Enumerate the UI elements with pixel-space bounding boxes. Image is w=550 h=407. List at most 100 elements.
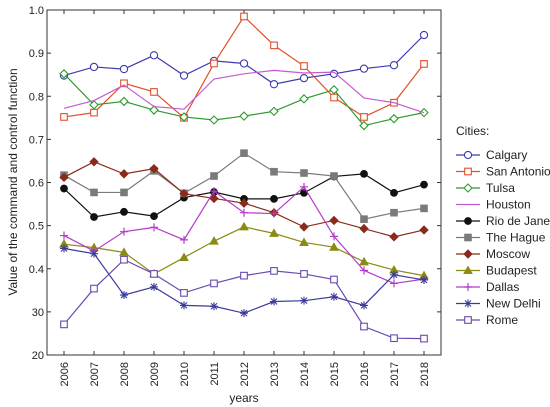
legend-item: Budapest xyxy=(456,264,537,278)
legend-swatch-marker xyxy=(463,265,473,274)
data-point xyxy=(420,334,428,343)
data-point xyxy=(60,231,68,240)
data-point xyxy=(269,106,279,117)
data-point xyxy=(119,96,129,107)
legend-item: The Hague xyxy=(456,231,546,245)
x-tick-label: 2014 xyxy=(299,362,311,386)
data-point xyxy=(120,255,128,264)
data-point xyxy=(120,79,128,88)
data-point xyxy=(209,236,219,245)
y-tick-label: 0.7 xyxy=(29,134,44,146)
legend-item: Rome xyxy=(456,313,518,327)
legend: Cities: Calgary San Antonio Tulsa Houston Ri… xyxy=(456,124,550,327)
y-tick-label: 0.8 xyxy=(29,91,44,103)
legend-label: Moscow xyxy=(486,247,530,261)
data-point xyxy=(90,284,98,293)
legend-label: The Hague xyxy=(486,231,546,245)
data-point xyxy=(149,163,159,174)
legend-label: New Delhi xyxy=(486,297,541,311)
legend-label: Rio de Janeiro xyxy=(486,214,550,228)
data-point xyxy=(179,189,189,199)
legend-swatch-marker xyxy=(464,283,472,291)
y-tick-label: 0.9 xyxy=(29,48,44,60)
series-dallas xyxy=(60,182,428,288)
series-line xyxy=(63,226,425,277)
data-point xyxy=(330,93,338,102)
y-tick-label: 20 xyxy=(32,350,44,362)
data-point xyxy=(60,113,68,121)
data-point xyxy=(120,207,128,216)
data-point xyxy=(209,115,219,125)
data-point xyxy=(420,60,428,68)
legend-label: Budapest xyxy=(486,264,537,278)
data-point xyxy=(89,100,99,110)
legend-swatch-marker xyxy=(463,150,473,160)
data-point xyxy=(120,227,128,236)
legend-item: Rio de Janeiro xyxy=(456,214,550,228)
legend-swatch-marker xyxy=(463,183,473,193)
data-point xyxy=(90,249,98,258)
data-point xyxy=(360,266,368,275)
data-point xyxy=(360,113,368,121)
x-tick-label: 2009 xyxy=(149,362,161,386)
data-point xyxy=(300,270,308,278)
data-point xyxy=(239,59,249,68)
series-rome xyxy=(60,255,428,343)
x-tick-label: 2006 xyxy=(59,362,71,386)
y-axis-title: Value of the command and control functio… xyxy=(6,68,20,295)
data-point xyxy=(89,62,99,72)
data-point xyxy=(300,182,308,191)
legend-item: Houston xyxy=(456,198,531,212)
data-point xyxy=(330,275,338,284)
data-point xyxy=(300,62,308,70)
data-point xyxy=(239,198,249,208)
data-point xyxy=(119,64,129,74)
data-point xyxy=(59,172,69,183)
x-tick-label: 2008 xyxy=(119,362,131,386)
x-tick-label: 2011 xyxy=(209,362,221,386)
legend-label: Houston xyxy=(486,198,531,212)
x-tick-label: 2013 xyxy=(269,362,281,386)
data-point xyxy=(149,105,159,115)
data-point xyxy=(210,302,218,311)
legend-swatch-marker xyxy=(464,233,472,242)
data-point xyxy=(90,188,98,197)
data-point xyxy=(270,267,278,275)
data-point xyxy=(239,111,249,121)
data-point xyxy=(360,215,368,223)
data-point xyxy=(299,94,309,104)
data-point xyxy=(119,247,129,256)
data-point xyxy=(359,256,369,266)
data-point xyxy=(270,41,278,50)
data-point xyxy=(179,252,189,262)
data-point xyxy=(389,61,399,70)
data-point xyxy=(120,188,128,197)
data-point xyxy=(180,301,188,310)
data-point xyxy=(299,237,309,246)
data-point xyxy=(330,232,338,241)
data-point xyxy=(389,113,399,124)
data-point xyxy=(420,275,428,284)
data-point xyxy=(360,322,368,331)
legend-swatch-marker xyxy=(464,217,472,225)
series-layer xyxy=(59,12,429,343)
data-point xyxy=(59,69,69,79)
data-point xyxy=(210,59,218,68)
data-point xyxy=(329,242,339,251)
data-point xyxy=(420,180,428,189)
series-line xyxy=(63,69,425,114)
data-point xyxy=(420,204,428,213)
legend-label: Dallas xyxy=(486,280,519,294)
data-point xyxy=(360,169,368,178)
series-line xyxy=(63,247,425,314)
legend-item: Moscow xyxy=(456,247,530,261)
data-point xyxy=(150,88,158,96)
data-point xyxy=(270,297,278,306)
data-point xyxy=(390,279,398,288)
data-point xyxy=(419,30,429,40)
legend-item: Calgary xyxy=(456,148,527,162)
data-point xyxy=(269,80,279,89)
data-point xyxy=(419,225,429,235)
legend-label: Rome xyxy=(486,313,518,327)
